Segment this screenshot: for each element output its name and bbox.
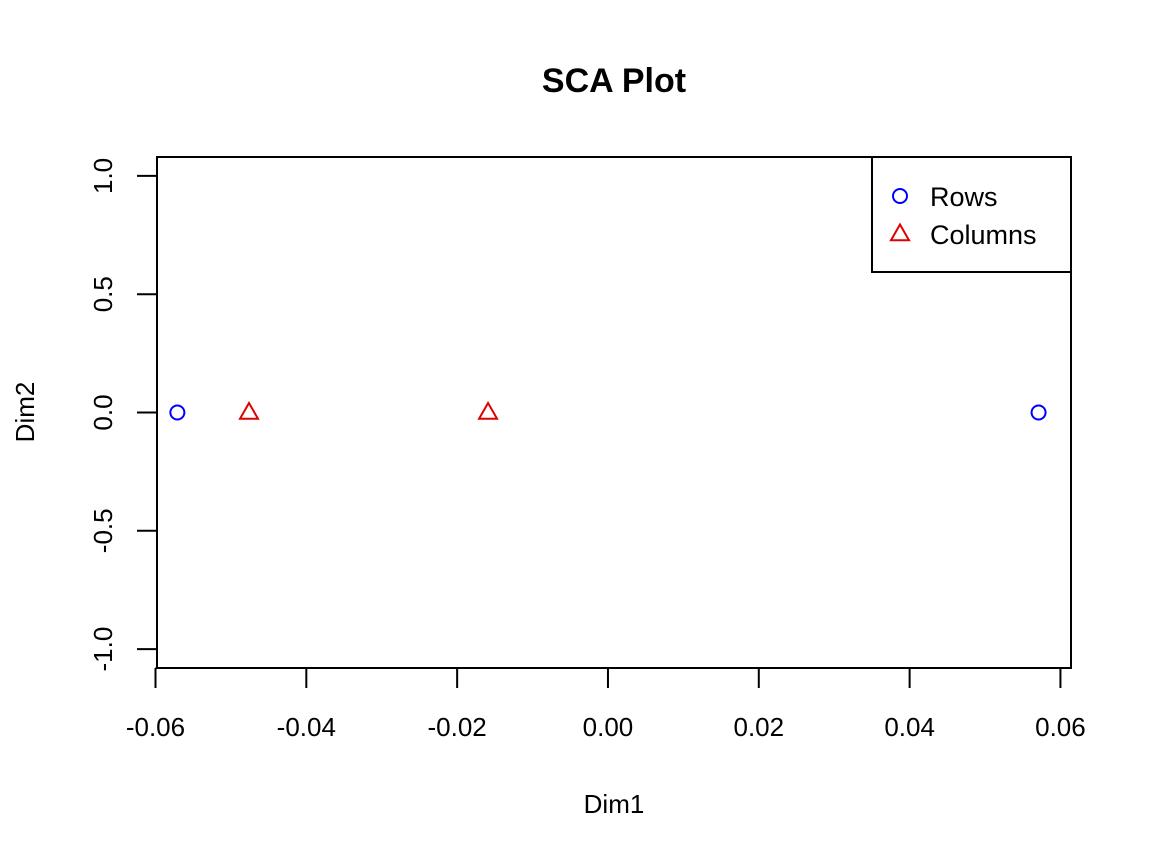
y-tick-label: -1.0: [88, 627, 118, 672]
x-tick-label: 0.00: [583, 712, 634, 742]
x-axis-label: Dim1: [584, 789, 645, 819]
legend-columns-marker: [889, 222, 911, 242]
rows-point: [169, 404, 186, 421]
columns-point: [238, 401, 260, 420]
x-tick-label: 0.02: [733, 712, 784, 742]
y-axis-label: Dim2: [10, 382, 40, 443]
y-tick-label: -0.5: [88, 508, 118, 553]
y-axis: -1.0 -0.5 0.0 0.5 1.0: [88, 158, 158, 672]
x-tick-label: -0.02: [428, 712, 487, 742]
x-tick-label: -0.06: [126, 712, 185, 742]
y-tick-label: 1.0: [88, 158, 118, 194]
x-tick-label: 0.04: [884, 712, 935, 742]
x-tick-label: -0.04: [277, 712, 336, 742]
legend-rows-label: Rows: [930, 182, 998, 212]
y-tick-label: 0.5: [88, 276, 118, 312]
columns-point: [477, 401, 499, 420]
legend-columns-label: Columns: [930, 220, 1037, 250]
data-points: [169, 401, 1047, 421]
legend-rows-marker: [892, 188, 908, 204]
x-axis: -0.06 -0.04 -0.02 0.00 0.02 0.04 0.06: [126, 667, 1086, 742]
x-tick-label: 0.06: [1035, 712, 1086, 742]
legend: Rows Columns: [871, 156, 1072, 273]
chart-title: SCA Plot: [542, 62, 686, 100]
legend-box: [871, 156, 1072, 273]
y-tick-label: 0.0: [88, 394, 118, 430]
rows-point: [1030, 404, 1047, 421]
